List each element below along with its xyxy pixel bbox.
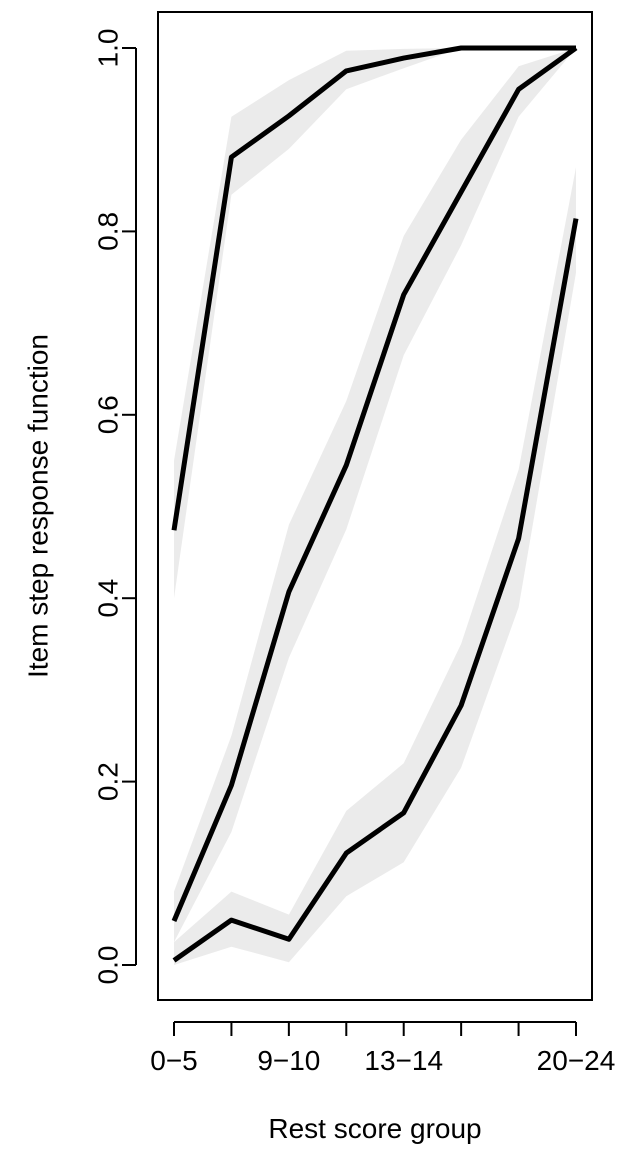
x-tick-label: 9−10: [257, 1045, 320, 1076]
y-tick-label: 1.0: [93, 29, 124, 68]
y-tick-label: 0.2: [93, 762, 124, 801]
y-tick-label: 0.6: [93, 395, 124, 434]
confidence-bands: [174, 48, 576, 965]
y-axis-label: Item step response function: [23, 334, 54, 678]
y-tick-label: 0.0: [93, 946, 124, 985]
y-tick-label: 0.4: [93, 579, 124, 618]
x-tick-label: 20−24: [537, 1045, 616, 1076]
series-line-1: [171, 45, 576, 531]
series-line-3: [172, 218, 579, 963]
y-axis: 0.0 0.2 0.4 0.6 0.8 1.0: [93, 29, 137, 985]
series-lines: [171, 45, 579, 963]
x-tick-label: 0−5: [150, 1045, 198, 1076]
x-axis: 0−5 9−10 13−14 20−24: [150, 1021, 616, 1076]
y-tick-label: 0.8: [93, 212, 124, 251]
confidence-band-2: [174, 48, 576, 943]
x-tick-label: 13−14: [364, 1045, 443, 1076]
plot-frame: [157, 11, 593, 1001]
x-axis-label: Rest score group: [268, 1113, 481, 1144]
confidence-band-3: [174, 167, 576, 965]
series-line-2: [171, 45, 578, 922]
